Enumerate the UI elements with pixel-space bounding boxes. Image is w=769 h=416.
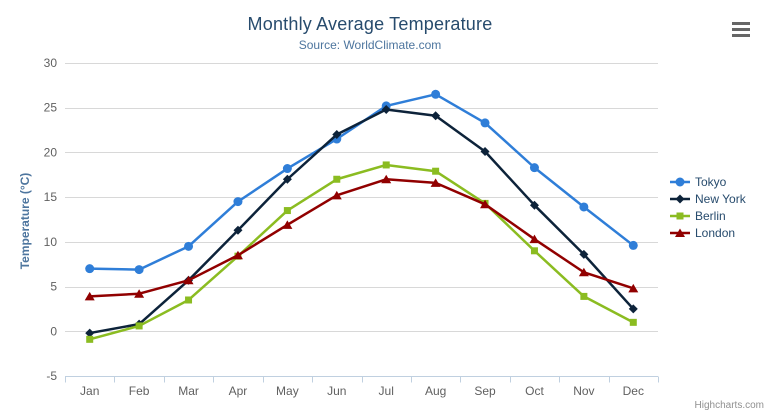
svg-text:Feb: Feb <box>129 384 150 398</box>
svg-text:Apr: Apr <box>229 384 248 398</box>
series-tokyo[interactable] <box>85 89 638 275</box>
legend-label-tokyo: Tokyo <box>695 174 727 189</box>
svg-text:-5: -5 <box>46 369 57 383</box>
series-line-berlin <box>88 163 635 341</box>
y-gridlines <box>65 63 658 332</box>
x-axis <box>65 376 659 383</box>
svg-text:0: 0 <box>50 324 57 338</box>
hamburger-icon <box>732 21 750 37</box>
legend-marker-london <box>670 228 690 237</box>
legend-label-new-york: New York <box>695 191 746 206</box>
svg-text:10: 10 <box>44 235 58 249</box>
chart-subtitle: Source: WorldClimate.com <box>298 38 442 52</box>
series-line-tokyo <box>88 93 635 271</box>
y-tick-labels: -5 0 5 10 15 20 25 30 <box>44 56 58 383</box>
legend-label-london: London <box>695 225 736 240</box>
legend-item-tokyo[interactable]: Tokyo <box>670 173 746 190</box>
series-markers-new-york[interactable] <box>85 105 638 338</box>
series-line-london <box>88 178 635 298</box>
chart-title: Monthly Average Temperature <box>247 14 493 34</box>
svg-text:Jan: Jan <box>80 384 99 398</box>
svg-text:May: May <box>276 384 299 398</box>
svg-text:Jun: Jun <box>327 384 346 398</box>
credits-link[interactable]: Highcharts.com <box>694 400 764 411</box>
svg-text:15: 15 <box>44 190 58 204</box>
legend-label-berlin: Berlin <box>695 208 726 223</box>
series-london[interactable] <box>84 174 639 301</box>
legend-item-new-york[interactable]: New York <box>670 190 746 207</box>
svg-text:5: 5 <box>50 280 57 294</box>
svg-text:30: 30 <box>44 56 58 70</box>
svg-text:20: 20 <box>44 145 58 159</box>
chart-context-menu-button[interactable] <box>731 20 751 38</box>
svg-text:25: 25 <box>44 101 58 115</box>
svg-text:Nov: Nov <box>573 384 594 398</box>
series-new-york[interactable] <box>85 105 638 338</box>
svg-text:Oct: Oct <box>525 384 544 398</box>
svg-text:Jul: Jul <box>379 384 394 398</box>
svg-text:Mar: Mar <box>178 384 199 398</box>
series-markers-tokyo[interactable] <box>85 89 638 275</box>
legend: Tokyo New York Berlin London <box>670 173 746 241</box>
series-line-new-york <box>88 108 635 335</box>
legend-item-berlin[interactable]: Berlin <box>670 207 746 224</box>
svg-text:Dec: Dec <box>623 384 644 398</box>
series-markers-london[interactable] <box>84 174 639 301</box>
svg-text:Sep: Sep <box>474 384 496 398</box>
x-tick-labels: Jan Feb Mar Apr May Jun Jul Aug Sep Oct Nov Dec <box>80 384 644 398</box>
legend-item-london[interactable]: London <box>670 224 746 241</box>
legend-marker-tokyo <box>670 177 690 186</box>
legend-marker-new-york <box>670 194 690 203</box>
svg-text:Aug: Aug <box>425 384 446 398</box>
legend-marker-berlin <box>670 212 690 219</box>
